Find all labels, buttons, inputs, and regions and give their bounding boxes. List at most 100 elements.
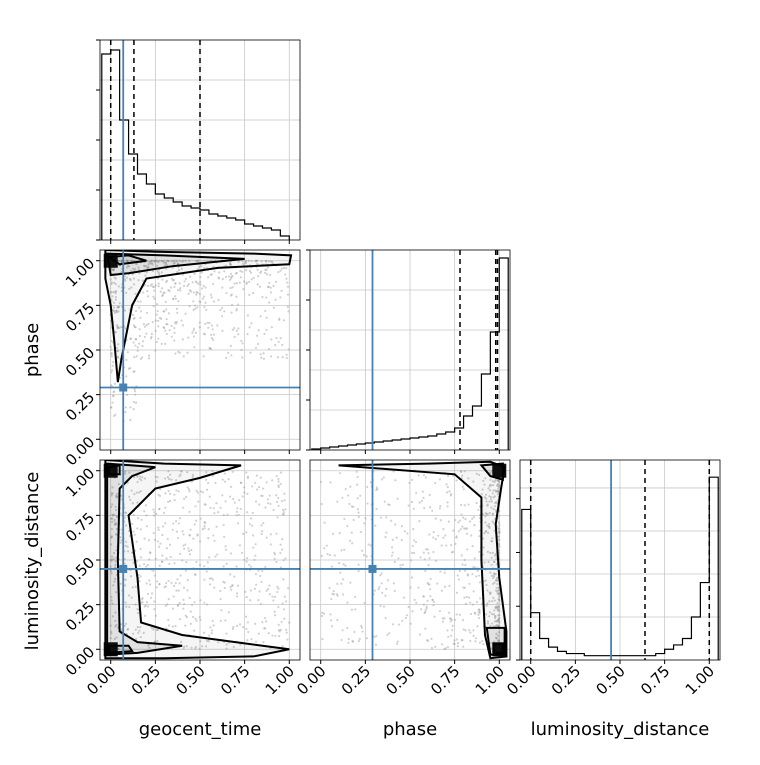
scatter-point [455, 479, 458, 482]
scatter-point [110, 632, 113, 635]
scatter-point [151, 320, 154, 324]
scatter-point [497, 597, 500, 601]
scatter-point [330, 565, 333, 568]
scatter-point [134, 310, 138, 313]
scatter-point [169, 473, 172, 476]
scatter-point [489, 471, 492, 474]
scatter-point [458, 613, 462, 616]
scatter-point [127, 367, 131, 370]
scatter-point [493, 480, 496, 484]
scatter-point [115, 556, 118, 559]
scatter-point [491, 512, 495, 515]
scatter-point [179, 552, 182, 555]
scatter-point [411, 478, 414, 481]
scatter-point [493, 581, 496, 584]
scatter-point [196, 306, 199, 309]
scatter-point [217, 277, 221, 280]
scatter-point [455, 535, 458, 538]
scatter-point [187, 547, 190, 550]
scatter-point [265, 536, 268, 539]
scatter-point [351, 542, 354, 545]
scatter-point [447, 635, 450, 638]
scatter-point [154, 284, 157, 287]
scatter-point [163, 310, 166, 313]
scatter-point [377, 588, 380, 591]
scatter-point [422, 473, 426, 477]
scatter-point [115, 636, 118, 639]
scatter-point [260, 580, 263, 583]
scatter-point [361, 630, 364, 633]
scatter-point [457, 521, 460, 524]
scatter-point [392, 582, 395, 585]
scatter-point [427, 582, 430, 586]
scatter-point [134, 603, 137, 606]
scatter-point [393, 560, 396, 564]
scatter-point [220, 609, 223, 612]
scatter-point [195, 259, 198, 262]
scatter-point [258, 485, 261, 489]
scatter-point [190, 646, 193, 649]
scatter-point [241, 260, 244, 263]
scatter-point [148, 558, 151, 561]
scatter-point [143, 510, 146, 513]
contour-3 [492, 642, 504, 654]
scatter-point [482, 546, 485, 549]
scatter-point [145, 582, 148, 585]
scatter-point [191, 281, 194, 284]
scatter-point [202, 631, 206, 634]
scatter-point [133, 325, 136, 329]
scatter-point [141, 476, 144, 479]
scatter-point [129, 278, 132, 282]
scatter-point [248, 326, 251, 329]
scatter-point [145, 525, 148, 528]
scatter-point [255, 259, 258, 263]
scatter-point [167, 470, 170, 473]
scatter-point [128, 529, 131, 533]
scatter-point [131, 586, 134, 589]
scatter-point [497, 542, 501, 546]
scatter-point [134, 337, 138, 341]
scatter-point [473, 557, 476, 560]
scatter-point [170, 581, 173, 584]
scatter-point [248, 563, 251, 566]
scatter-point [155, 313, 158, 316]
scatter-point [281, 538, 284, 541]
scatter-point [152, 508, 155, 511]
scatter-point [176, 260, 179, 263]
scatter-point [400, 539, 403, 542]
scatter-point [162, 310, 165, 313]
scatter-point [428, 533, 431, 536]
scatter-point [426, 599, 429, 602]
scatter-point [460, 470, 463, 474]
scatter-point [163, 586, 166, 589]
scatter-point [452, 529, 455, 532]
scatter-point [138, 477, 141, 481]
scatter-point [497, 479, 500, 482]
scatter-point [463, 569, 467, 572]
scatter-point [117, 285, 120, 288]
scatter-point [126, 351, 129, 354]
scatter-point [180, 267, 183, 271]
scatter-point [224, 548, 228, 551]
scatter-point [450, 634, 453, 637]
scatter-point [254, 481, 257, 485]
scatter-point [390, 554, 393, 557]
scatter-point [246, 475, 249, 478]
scatter-point [261, 569, 264, 572]
scatter-point [268, 494, 271, 497]
scatter-point [134, 292, 137, 295]
scatter-point [133, 370, 136, 373]
scatter-point [149, 262, 152, 265]
scatter-point [110, 281, 113, 284]
scatter-point [164, 329, 167, 332]
scatter-point [190, 603, 194, 606]
scatter-point [243, 558, 246, 561]
scatter-point [497, 618, 500, 621]
panel-frame [99, 39, 301, 241]
scatter-point [234, 272, 238, 275]
scatter-point [142, 264, 146, 267]
scatter-point [222, 513, 225, 517]
scatter-point [197, 500, 200, 503]
scatter-point [353, 630, 356, 634]
